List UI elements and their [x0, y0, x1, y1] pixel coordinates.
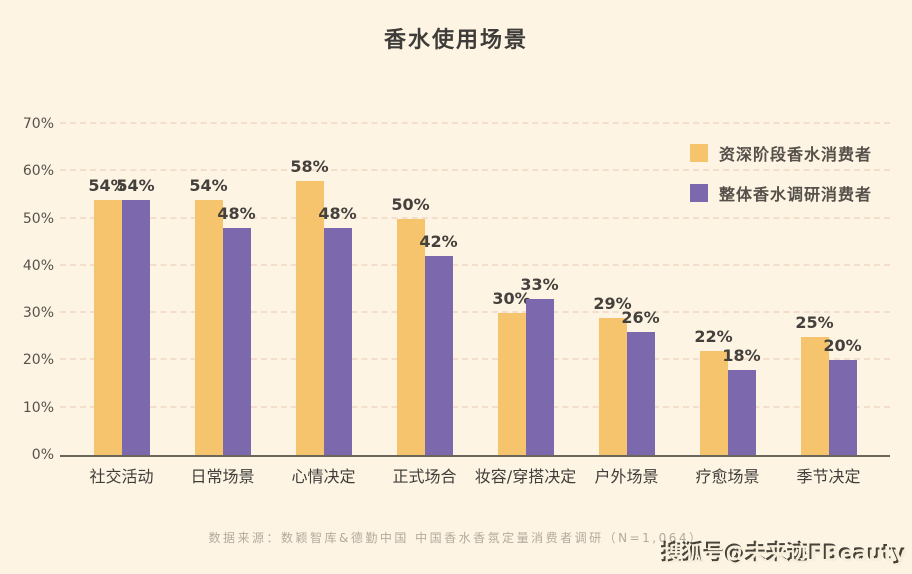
bar-value-label: 54% [88, 175, 127, 195]
legend-swatch-icon [690, 184, 708, 202]
bar-wrap: 29% [593, 294, 632, 455]
bar-wrap: 58% [290, 157, 329, 455]
x-axis-category-label: 户外场景 [594, 467, 659, 486]
bar-wrap: 22% [694, 327, 733, 455]
bar [828, 360, 857, 455]
y-axis-tick-label: 50% [22, 210, 54, 227]
bar-wrap: 18% [722, 346, 761, 455]
bar [194, 199, 223, 455]
bar [121, 199, 150, 455]
legend-item: 整体香水调研消费者 [690, 181, 872, 205]
y-axis-tick-label: 40% [22, 257, 54, 274]
chart-title: 香水使用场景 [383, 28, 528, 53]
gridline [60, 216, 890, 219]
bar [295, 180, 324, 455]
bar-group: 22% 18% [677, 124, 778, 455]
bar-wrap: 26% [621, 308, 660, 455]
gridline [60, 169, 890, 172]
bar-wrap: 42% [419, 232, 458, 455]
x-axis-category-label: 妆容/穿搭决定 [474, 467, 577, 486]
watermark-sohu: 搜狐号@未来迹FBeauty [662, 542, 907, 566]
bar-wrap: 33% [520, 275, 559, 455]
y-axis-tick-label: 30% [22, 305, 54, 322]
bar-wrap: 54% [116, 176, 155, 455]
gridline [60, 263, 890, 266]
bar-value-label: 42% [419, 232, 458, 252]
y-axis-tick-label: 60% [22, 163, 54, 180]
y-axis-tick-label: 20% [22, 352, 54, 369]
bar-value-label: 48% [318, 204, 357, 224]
gridline [60, 311, 890, 314]
gridline [60, 122, 890, 124]
y-axis-tick-label: 10% [22, 399, 54, 416]
y-axis: 0% 10% 20% 30% 40% 50% 60% 70% [4, 116, 54, 463]
bar-wrap: 48% [217, 204, 256, 455]
legend-swatch-icon [690, 144, 708, 162]
y-axis-tick-label: 0% [31, 447, 54, 463]
bar-group: 30% 33% [475, 124, 576, 455]
bar-value-label: 50% [391, 194, 430, 214]
bar [800, 336, 829, 455]
bar-wrap: 30% [492, 289, 531, 455]
legend-item: 资深阶段香水消费者 [690, 141, 872, 165]
bar-group: 29% 26% [576, 124, 677, 455]
x-axis-category-label: 心情决定 [291, 467, 356, 486]
x-axis-category-label: 正式场合 [392, 467, 457, 486]
gridline [60, 405, 890, 408]
x-axis-labels: 社交活动 日常场景 心情决定 正式场合 妆容/穿搭决定 户外场景 疗愈场景 季节决定 [71, 463, 879, 486]
bar-value-label: 58% [290, 156, 329, 176]
x-axis-category-label: 季节决定 [796, 467, 861, 486]
bar-value-label: 54% [116, 175, 155, 195]
bar-group: 54% 54% [71, 124, 172, 455]
bar-group: 50% 42% [374, 124, 475, 455]
bar-groups: 54% 54% 54% 48% 58% 48% 50% 42% 30% 33% 29% 26% 22% 1… [71, 124, 879, 455]
bar-wrap: 54% [88, 176, 127, 455]
bar-group: 25% 20% [778, 124, 879, 455]
bar-wrap: 48% [318, 204, 357, 455]
bar [93, 199, 122, 455]
bar [323, 228, 352, 455]
bar [497, 313, 526, 455]
bar [727, 369, 756, 455]
bar [396, 218, 425, 455]
x-axis-category-label: 社交活动 [89, 467, 154, 486]
bar-value-label: 30% [492, 289, 531, 309]
bar [222, 228, 251, 455]
bar-value-label: 29% [593, 293, 632, 313]
data-source-note: 数据来源：数颖智库&德勤中国 中国香水香氛定量消费者调研（N=1,064） [208, 531, 704, 545]
bar-wrap: 25% [795, 313, 834, 455]
bar-value-label: 26% [621, 308, 660, 328]
bar-wrap: 20% [823, 336, 862, 455]
bar-group: 58% 48% [273, 124, 374, 455]
plot-area: 54% 54% 54% 48% 58% 48% 50% 42% 30% 33% 29% 26% 22% 1… [60, 122, 890, 457]
bar-wrap: 54% [189, 176, 228, 455]
bar [598, 317, 627, 455]
bar [424, 256, 453, 455]
bar-value-label: 25% [795, 312, 834, 332]
gridline [60, 358, 890, 361]
legend-label: 资深阶段香水消费者 [719, 145, 873, 164]
bar [699, 350, 728, 455]
bar-value-label: 54% [189, 175, 228, 195]
bar [626, 332, 655, 455]
bar-value-label: 18% [722, 345, 761, 365]
legend: 资深阶段香水消费者 整体香水调研消费者 [690, 141, 872, 221]
bar [525, 298, 554, 455]
x-axis-category-label: 日常场景 [190, 467, 255, 486]
bar-wrap: 50% [391, 195, 430, 455]
bar-value-label: 22% [694, 326, 733, 346]
bar-value-label: 20% [823, 336, 862, 356]
bar-value-label: 33% [520, 274, 559, 294]
bar-group: 54% 48% [172, 124, 273, 455]
bar-value-label: 48% [217, 204, 256, 224]
y-axis-tick-label: 70% [22, 116, 54, 132]
x-axis-category-label: 疗愈场景 [695, 467, 760, 486]
legend-label: 整体香水调研消费者 [719, 185, 873, 204]
